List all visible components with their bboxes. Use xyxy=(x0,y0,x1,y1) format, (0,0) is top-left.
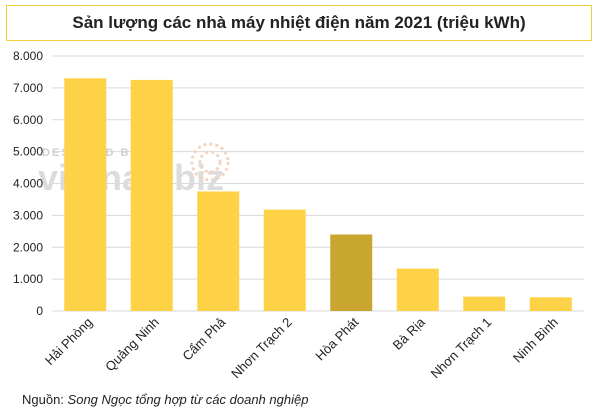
x-tick-label: Nhơn Trạch 2 xyxy=(228,315,295,382)
x-tick-label: Ninh Bình xyxy=(510,315,561,366)
bar xyxy=(529,297,572,311)
y-tick-label: 6.000 xyxy=(13,113,43,127)
x-tick-label: Bà Rịa xyxy=(390,314,429,353)
bar xyxy=(463,296,506,311)
x-tick-labels: Hải Phòng Quảng Ninh Cẩm Phả Nhơn Trạch 2 Hò… xyxy=(42,314,561,381)
bar xyxy=(64,78,107,311)
chart-title-box: Sản lượng các nhà máy nhiệt điện năm 202… xyxy=(6,5,592,41)
y-tick-label: 7.000 xyxy=(13,81,43,95)
bar xyxy=(330,234,373,311)
x-tick-label: Hòa Phát xyxy=(312,314,361,363)
watermark-logo-icon xyxy=(190,142,230,182)
source-note: Nguồn: Song Ngọc tổng hợp từ các doanh n… xyxy=(22,392,308,407)
bars-layer xyxy=(64,78,572,311)
source-text: Song Ngọc tổng hợp từ các doanh nghiệp xyxy=(67,392,309,407)
bar xyxy=(396,268,439,311)
source-label: Nguồn: xyxy=(22,392,64,407)
bar xyxy=(130,79,173,311)
y-tick-label: 8.000 xyxy=(13,49,43,63)
x-tick-label: Nhơn Trạch 1 xyxy=(428,315,495,382)
x-tick-label: Cẩm Phả xyxy=(179,314,228,363)
y-tick-label: 4.000 xyxy=(13,177,43,191)
x-tick-label: Hải Phòng xyxy=(42,315,96,369)
y-tick-labels: 0 1.000 2.000 3.000 4.000 5.000 6.000 7.000 8.00… xyxy=(13,49,43,318)
y-tick-label: 5.000 xyxy=(13,145,43,159)
y-tick-label: 2.000 xyxy=(13,240,43,254)
bar xyxy=(197,191,240,311)
chart-title: Sản lượng các nhà máy nhiệt điện năm 202… xyxy=(72,13,526,32)
bar xyxy=(263,209,306,311)
x-tick-label: Quảng Ninh xyxy=(102,315,162,375)
y-tick-label: 3.000 xyxy=(13,208,43,222)
y-tick-label: 0 xyxy=(36,304,43,318)
y-tick-label: 1.000 xyxy=(13,272,43,286)
